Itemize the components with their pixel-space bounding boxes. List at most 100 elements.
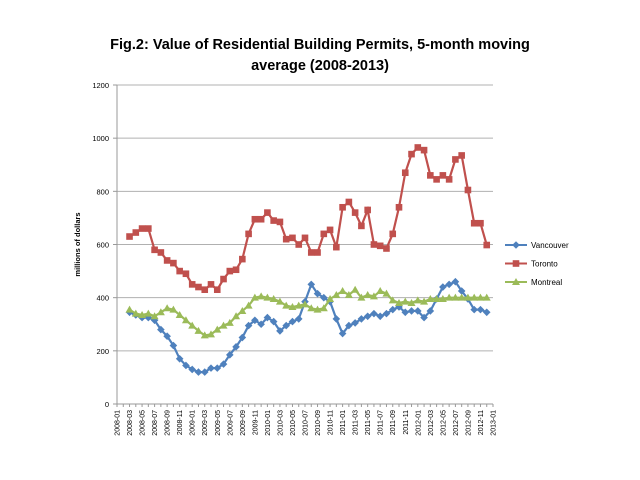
x-tick-label: 2010-07 bbox=[303, 410, 310, 436]
x-tick-label: 2011-01 bbox=[340, 410, 347, 435]
toronto-point bbox=[289, 234, 296, 242]
x-tick-label: 2010-05 bbox=[290, 410, 297, 436]
vancouver-point bbox=[414, 307, 422, 315]
vancouver-point bbox=[345, 321, 353, 330]
y-tick-label: 800 bbox=[96, 187, 109, 196]
vancouver-point bbox=[439, 283, 447, 291]
toronto-point bbox=[282, 235, 290, 243]
toronto-point bbox=[445, 176, 453, 183]
y-tick-label: 200 bbox=[96, 347, 109, 356]
toronto-point bbox=[307, 249, 315, 256]
toronto-point bbox=[163, 257, 171, 264]
montreal-point bbox=[263, 293, 272, 301]
vancouver-point bbox=[194, 368, 203, 376]
montreal-point bbox=[307, 304, 316, 312]
toronto-point bbox=[420, 146, 428, 154]
vancouver-point bbox=[294, 315, 303, 323]
toronto-point bbox=[376, 242, 384, 250]
montreal-point bbox=[219, 321, 228, 329]
x-tick-label: 2008-09 bbox=[165, 410, 172, 436]
toronto-point bbox=[301, 234, 309, 242]
montreal-point bbox=[388, 296, 397, 304]
toronto-point bbox=[389, 230, 397, 238]
montreal-point bbox=[438, 294, 447, 302]
montreal-point bbox=[150, 312, 159, 320]
montreal-point bbox=[282, 301, 291, 309]
toronto-point bbox=[157, 249, 165, 256]
toronto-point bbox=[414, 144, 422, 151]
toronto-point bbox=[220, 275, 227, 283]
vancouver-point bbox=[238, 333, 247, 342]
montreal-point bbox=[451, 293, 460, 301]
montreal-point bbox=[301, 300, 309, 308]
x-tick-label: 2011-11 bbox=[403, 410, 410, 435]
vancouver-point bbox=[457, 287, 466, 295]
vancouver-point bbox=[332, 315, 341, 323]
vancouver-point bbox=[169, 341, 178, 350]
montreal-point bbox=[257, 292, 266, 300]
montreal-point bbox=[294, 301, 303, 309]
toronto-point bbox=[126, 233, 133, 240]
vancouver-point bbox=[200, 368, 209, 376]
montreal-point bbox=[457, 293, 466, 301]
x-tick-label: 2011-05 bbox=[365, 410, 372, 435]
x-tick-label: 2012-03 bbox=[428, 410, 435, 436]
legend-montreal-marker bbox=[512, 278, 520, 285]
toronto-point bbox=[151, 246, 158, 254]
vancouver-line bbox=[129, 280, 488, 374]
vancouver-point bbox=[445, 280, 453, 289]
montreal-point bbox=[269, 294, 278, 302]
montreal-point bbox=[200, 331, 209, 339]
montreal-point bbox=[326, 294, 335, 302]
toronto-point bbox=[188, 281, 196, 288]
montreal-point bbox=[319, 304, 328, 312]
montreal-point bbox=[357, 293, 366, 301]
toronto-point bbox=[326, 226, 334, 234]
toronto-point bbox=[470, 219, 478, 227]
toronto-point bbox=[458, 152, 465, 159]
toronto-point bbox=[145, 225, 152, 232]
montreal-point bbox=[382, 289, 391, 297]
vancouver-point bbox=[482, 308, 491, 317]
montreal-point bbox=[138, 310, 147, 318]
x-tick-label: 2008-07 bbox=[152, 410, 159, 436]
vancouver-point bbox=[426, 307, 435, 315]
x-tick-label: 2009-09 bbox=[240, 410, 247, 436]
y-tick-label: 1200 bbox=[92, 81, 109, 90]
montreal-line bbox=[128, 288, 487, 337]
montreal-point bbox=[313, 305, 322, 313]
vancouver-point bbox=[357, 315, 366, 323]
vancouver-point bbox=[175, 355, 184, 363]
x-tick-label: 2012-05 bbox=[440, 410, 447, 436]
vancouver-point bbox=[213, 364, 222, 372]
montreal-point bbox=[188, 321, 197, 329]
montreal-point bbox=[213, 325, 222, 333]
vancouver-point bbox=[420, 313, 428, 322]
montreal-point bbox=[482, 293, 491, 301]
toronto-point bbox=[383, 245, 390, 252]
x-tick-label: 2012-09 bbox=[465, 410, 472, 436]
toronto-point bbox=[251, 215, 259, 223]
y-tick-label: 0 bbox=[105, 400, 109, 409]
y-tick-label: 400 bbox=[96, 294, 109, 303]
x-tick-label: 2009-05 bbox=[215, 410, 222, 436]
montreal-point bbox=[363, 291, 372, 299]
vancouver-point bbox=[263, 313, 272, 322]
x-tick-label: 2009-01 bbox=[190, 410, 197, 436]
legend-montreal-label: Montreal bbox=[531, 278, 562, 287]
x-tick-label: 2008-05 bbox=[140, 410, 147, 436]
y-tick-label: 1000 bbox=[92, 134, 109, 143]
vancouver-point bbox=[150, 316, 159, 325]
montreal-point bbox=[225, 318, 234, 326]
toronto-point bbox=[320, 230, 328, 238]
toronto-point bbox=[207, 281, 215, 288]
vancouver-point bbox=[157, 325, 165, 334]
vancouver-point bbox=[313, 289, 322, 298]
montreal-point bbox=[376, 287, 385, 295]
x-tick-label: 2008-03 bbox=[127, 410, 134, 436]
toronto-point bbox=[276, 218, 284, 226]
vancouver-point bbox=[388, 305, 397, 314]
montreal-point bbox=[163, 304, 172, 312]
vancouver-point bbox=[401, 308, 410, 317]
